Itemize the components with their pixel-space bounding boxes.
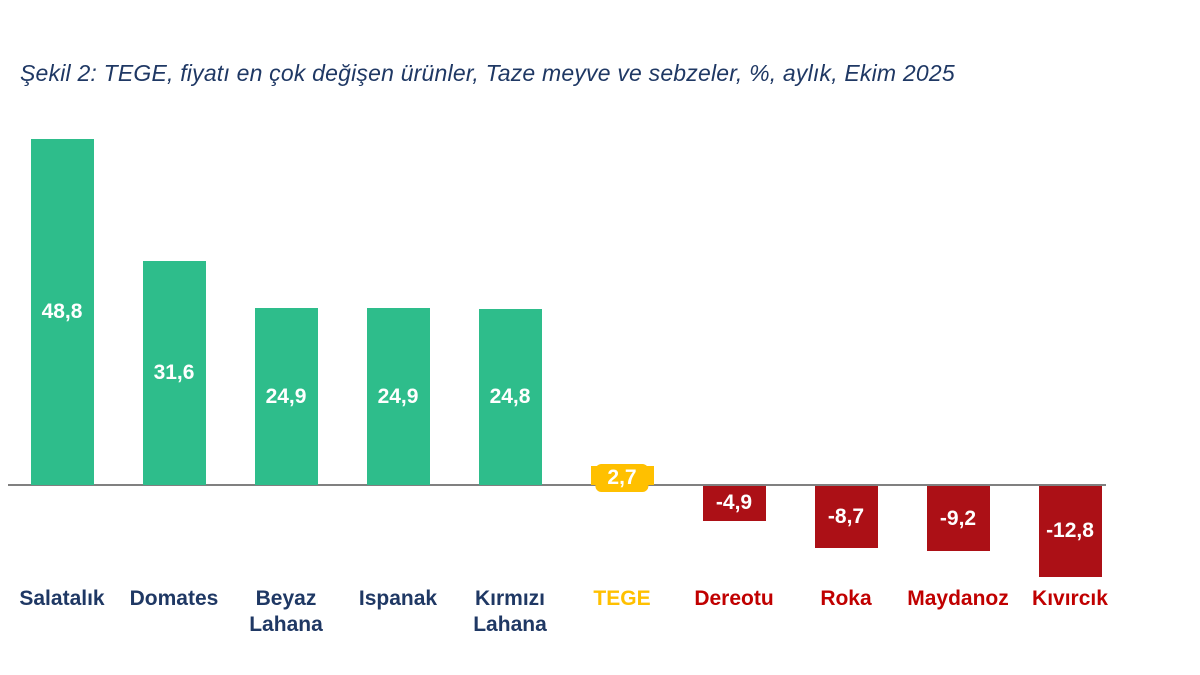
chart-bar — [478, 308, 542, 485]
chart-bar — [142, 260, 206, 485]
chart-bar — [702, 486, 766, 521]
category-label: Dereotu — [694, 587, 774, 610]
value-label: -8,7 — [827, 504, 865, 528]
category-label: Beyaz Lahana — [249, 587, 323, 637]
chart-bar — [814, 486, 878, 548]
value-label: 24,9 — [265, 384, 307, 408]
category-label: Salatalık — [19, 587, 105, 610]
chart-bar — [926, 486, 990, 552]
category-label: TEGE — [593, 587, 651, 610]
value-label: 24,8 — [489, 384, 531, 408]
category-label: Maydanoz — [907, 587, 1009, 610]
value-label: 31,6 — [153, 360, 195, 384]
value-label: -4,9 — [715, 491, 753, 515]
category-label: Kırmızı Lahana — [473, 587, 547, 637]
value-label: -12,8 — [1046, 519, 1094, 543]
chart-title: Şekil 2: TEGE, fiyatı en çok değişen ürü… — [20, 60, 955, 86]
value-label: 48,8 — [41, 299, 83, 323]
chart-bar — [30, 138, 94, 485]
category-label: Roka — [820, 587, 872, 610]
value-label: 24,9 — [377, 384, 419, 408]
category-label: Domates — [129, 587, 219, 610]
value-badge: 2,7 — [595, 463, 649, 492]
chart-bar — [366, 308, 430, 485]
chart-bar — [254, 308, 318, 485]
zero-axis-line — [8, 484, 1106, 486]
category-label: Kıvırcık — [1032, 587, 1108, 610]
category-label: Ispanak — [358, 587, 438, 610]
chart-bar — [1038, 486, 1102, 577]
value-label: -9,2 — [939, 506, 977, 530]
